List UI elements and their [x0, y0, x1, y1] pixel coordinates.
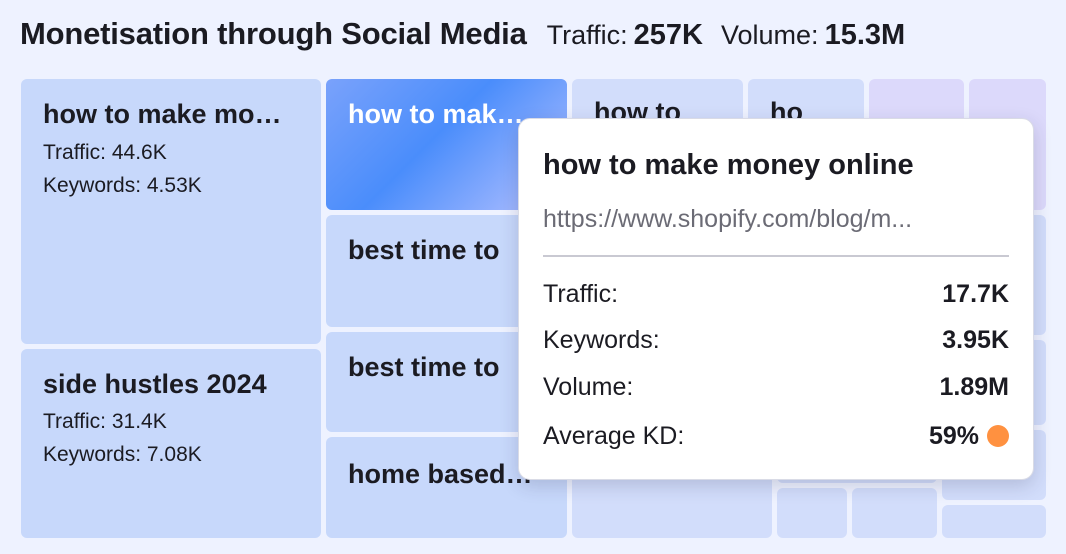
tile-tooltip: how to make money online https://www.sho…: [518, 118, 1034, 480]
tooltip-title: how to make money online: [543, 149, 914, 181]
treemap-tile[interactable]: [777, 488, 847, 538]
row-value: 17.7K: [942, 279, 1009, 308]
volume-label: Volume:: [721, 20, 819, 50]
tooltip-row-keywords: Keywords: 3.95K: [543, 323, 1009, 357]
traffic-value: 257K: [633, 19, 703, 51]
tile-name: how to make mo…: [43, 99, 282, 129]
tile-name: best time to: [348, 235, 500, 265]
tile-traffic: Traffic: 44.6K: [43, 141, 167, 164]
tooltip-divider: [543, 255, 1009, 257]
volume-value: 15.3M: [824, 19, 906, 51]
row-label: Keywords:: [543, 325, 660, 354]
tile-keywords: Keywords: 4.53K: [43, 174, 202, 197]
total-traffic: Traffic: 257K: [547, 19, 703, 52]
tile-traffic: Traffic: 31.4K: [43, 410, 167, 433]
row-label: Average KD:: [543, 421, 685, 450]
row-value: 3.95K: [942, 325, 1009, 354]
row-label: Volume:: [543, 372, 634, 401]
tooltip-url: https://www.shopify.com/blog/m...: [543, 205, 913, 233]
treemap-tile[interactable]: [942, 505, 1046, 538]
tooltip-row-traffic: Traffic: 17.7K: [543, 277, 1009, 311]
tile-keywords: Keywords: 7.08K: [43, 443, 202, 466]
tile-name: best time to: [348, 352, 500, 382]
row-value: 1.89M: [939, 372, 1009, 401]
row-value-kd: 59%: [929, 422, 1009, 451]
treemap-tile[interactable]: how to make mo… Traffic: 44.6K Keywords:…: [21, 79, 321, 344]
treemap-tile[interactable]: [852, 488, 937, 538]
tooltip-row-kd: Average KD: 59%: [543, 419, 1009, 453]
tile-name: home based…: [348, 459, 533, 489]
tooltip-row-volume: Volume: 1.89M: [543, 370, 1009, 404]
kd-difficulty-dot-icon: [987, 425, 1009, 447]
traffic-label: Traffic:: [546, 20, 628, 50]
tile-name: how to mak…: [348, 99, 524, 129]
tile-name: side hustles 2024: [43, 369, 267, 399]
treemap-tile[interactable]: side hustles 2024 Traffic: 31.4K Keyword…: [21, 349, 321, 538]
total-volume: Volume: 15.3M: [721, 19, 905, 52]
treemap-header: Monetisation through Social Media Traffi…: [20, 16, 905, 56]
kd-value: 59%: [928, 421, 979, 450]
page-title: Monetisation through Social Media: [20, 16, 527, 51]
row-label: Traffic:: [543, 279, 619, 308]
